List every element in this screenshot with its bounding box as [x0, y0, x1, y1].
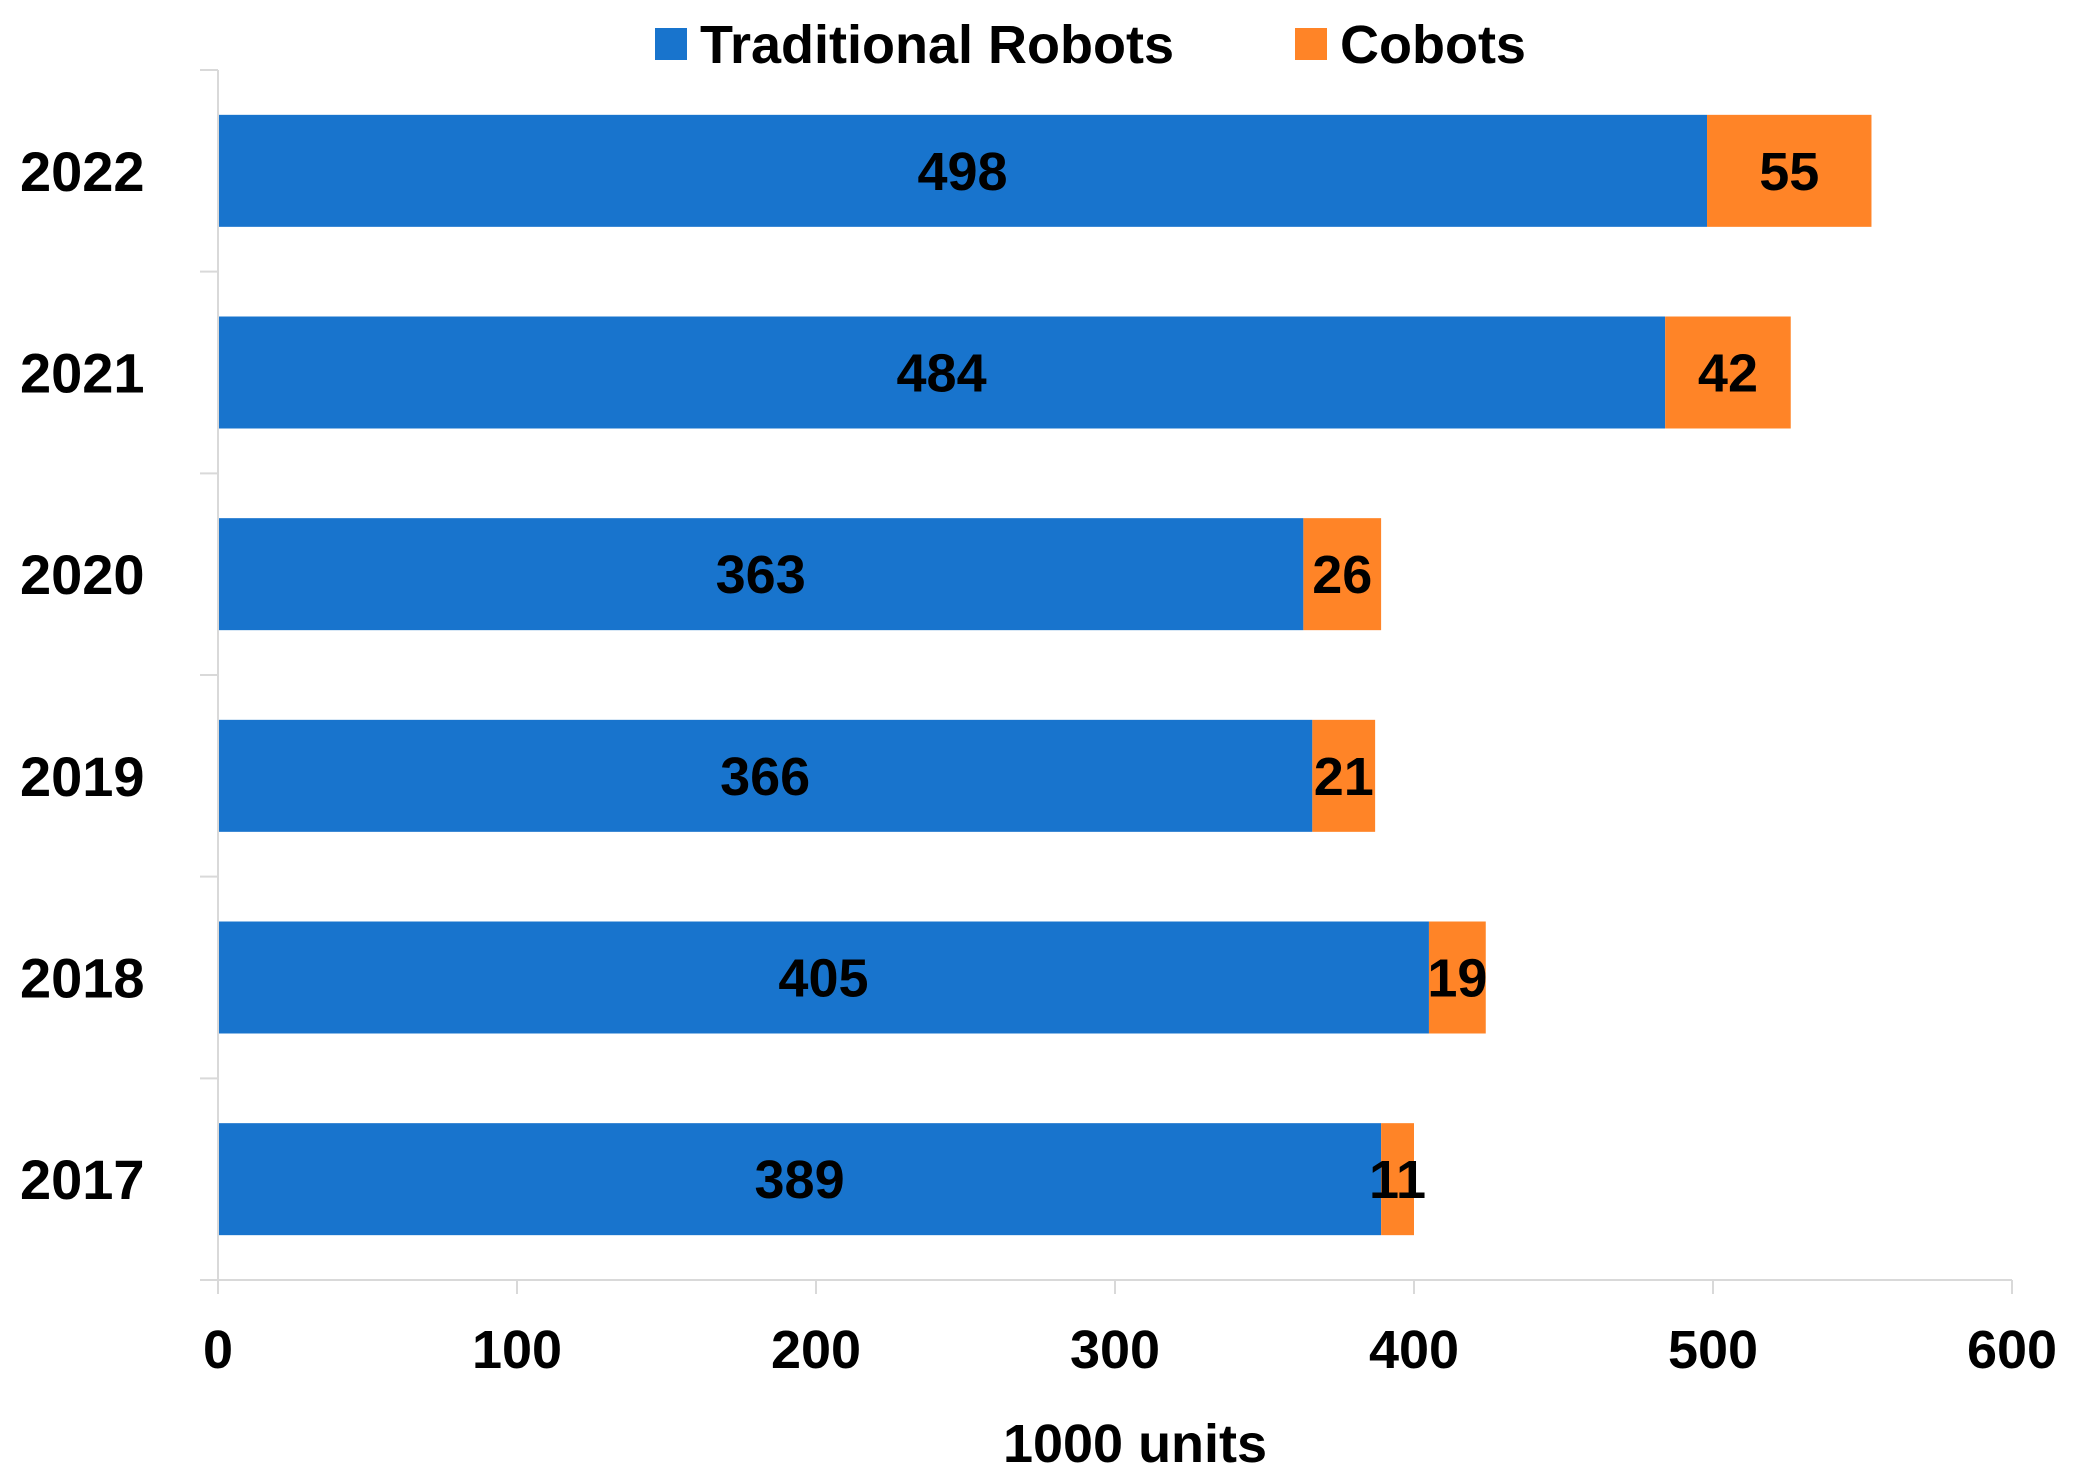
- data-label-traditional-2017: 389: [755, 1150, 845, 1210]
- category-label-2021: 2021: [20, 342, 145, 405]
- legend-label-traditional: Traditional Robots: [700, 15, 1174, 75]
- bar-traditional-2022: [218, 114, 1708, 227]
- category-label-2020: 2020: [20, 543, 145, 606]
- data-label-cobots-2019: 21: [1314, 747, 1374, 807]
- x-tick-label: 500: [1668, 1320, 1758, 1380]
- data-label-cobots-2020: 26: [1312, 545, 1372, 605]
- bar-traditional-2021: [218, 316, 1666, 429]
- bar-traditional-2019: [218, 719, 1313, 832]
- bar-traditional-2020: [218, 518, 1304, 631]
- x-tick-label: 100: [472, 1320, 562, 1380]
- category-label-2022: 2022: [20, 140, 145, 203]
- bar-traditional-2017: [218, 1123, 1382, 1236]
- data-label-traditional-2018: 405: [778, 949, 868, 1009]
- x-tick-label: 600: [1967, 1320, 2057, 1380]
- data-labels: 498 55 484 42 363 26 366 21 405 19 389 11: [716, 142, 1820, 1210]
- data-label-cobots-2022: 55: [1759, 142, 1819, 202]
- category-labels: 2022 2021 2020 2019 2018 2017: [20, 140, 145, 1211]
- data-label-cobots-2017: 11: [1369, 1150, 1426, 1210]
- bar-cobots-2018: [1428, 921, 1486, 1034]
- x-tick-label: 0: [203, 1320, 233, 1380]
- data-label-traditional-2021: 484: [897, 344, 987, 404]
- legend: Traditional Robots Cobots: [655, 15, 1526, 75]
- bar-traditional-2018: [218, 921, 1429, 1034]
- bars: [218, 114, 1872, 1236]
- legend-label-cobots: Cobots: [1340, 15, 1526, 75]
- bar-cobots-2020: [1303, 518, 1382, 631]
- legend-swatch-cobots: [1295, 28, 1327, 60]
- x-tick-label: 400: [1369, 1320, 1459, 1380]
- data-label-traditional-2020: 363: [716, 545, 806, 605]
- bar-cobots-2021: [1665, 316, 1791, 429]
- data-label-cobots-2021: 42: [1698, 344, 1758, 404]
- data-label-traditional-2019: 366: [720, 747, 810, 807]
- category-label-2017: 2017: [20, 1148, 145, 1211]
- bar-cobots-2022: [1707, 114, 1872, 227]
- x-tick-label: 200: [771, 1320, 861, 1380]
- legend-swatch-traditional: [655, 28, 687, 60]
- data-label-traditional-2022: 498: [917, 142, 1007, 202]
- x-axis-title: 1000 units: [1003, 1414, 1267, 1474]
- axes: 0 100 200 300 400 500 600: [200, 69, 2057, 1380]
- bar-cobots-2019: [1312, 719, 1376, 832]
- category-label-2018: 2018: [20, 947, 145, 1010]
- data-label-cobots-2018: 19: [1427, 949, 1487, 1009]
- x-tick-label: 300: [1070, 1320, 1160, 1380]
- bar-cobots-2017: [1381, 1123, 1414, 1236]
- category-label-2019: 2019: [20, 745, 145, 808]
